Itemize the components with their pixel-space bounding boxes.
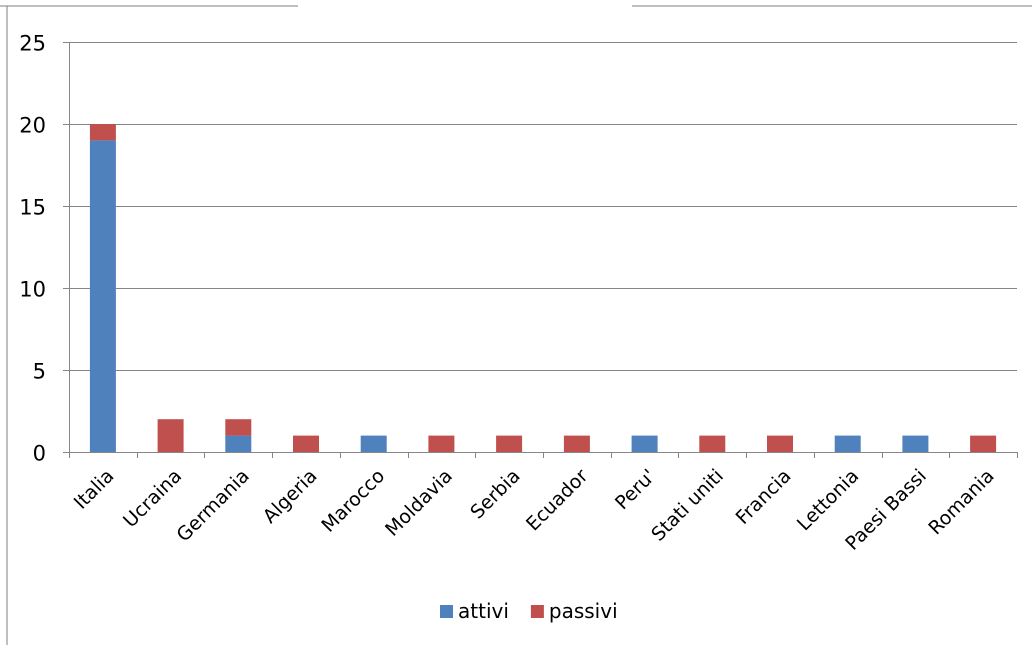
x-tick-label: Stati uniti xyxy=(647,465,728,546)
legend-swatch-attivi xyxy=(440,605,453,618)
bar-attivi xyxy=(631,435,658,452)
bar-passivi xyxy=(157,419,184,452)
x-tick-label: Francia xyxy=(732,465,796,529)
bars xyxy=(89,124,997,452)
y-tick-label: 15 xyxy=(19,196,46,220)
bar-attivi xyxy=(360,435,387,452)
y-tick-label: 10 xyxy=(19,278,46,302)
legend-label-passivi: passivi xyxy=(549,599,618,623)
bar-attivi xyxy=(89,140,116,452)
x-tick-label: Italia xyxy=(70,465,119,514)
y-tick-label: 5 xyxy=(33,360,46,384)
axes xyxy=(69,42,1018,458)
x-tick-label: Serbia xyxy=(466,465,524,523)
x-tick-label: Germania xyxy=(173,465,254,546)
bar-passivi xyxy=(767,435,793,452)
bar-attivi xyxy=(225,435,252,452)
x-tick-label: Ecuador xyxy=(522,465,593,536)
x-tick-label: Romania xyxy=(924,465,998,539)
bar-passivi xyxy=(496,435,523,452)
x-tick-label: Lettonia xyxy=(793,465,863,535)
y-tick-label: 20 xyxy=(19,114,46,138)
y-tick-label: 0 xyxy=(33,442,46,466)
y-tick-label: 25 xyxy=(19,32,46,56)
bar-passivi xyxy=(225,419,252,436)
bar-passivi xyxy=(563,435,590,452)
bar-passivi xyxy=(89,124,116,141)
x-tick-label: Ucraina xyxy=(119,465,186,532)
legend: attivi passivi xyxy=(440,599,618,623)
x-tick-label: Algeria xyxy=(259,465,322,528)
x-tick-label: Marocco xyxy=(317,465,389,537)
bar-attivi xyxy=(834,435,861,452)
bar-attivi xyxy=(902,435,929,452)
y-tick-labels: 0 5 10 15 20 25 xyxy=(19,32,46,466)
bar-passivi xyxy=(970,435,997,452)
x-tick-label: Moldavia xyxy=(381,465,457,541)
bar-passivi xyxy=(428,435,455,452)
legend-label-attivi: attivi xyxy=(458,599,509,623)
gridlines xyxy=(63,42,1017,453)
legend-swatch-passivi xyxy=(530,605,544,618)
bar-passivi xyxy=(699,435,726,452)
bar-passivi xyxy=(293,435,319,452)
x-tick-label: Peru' xyxy=(611,465,660,514)
